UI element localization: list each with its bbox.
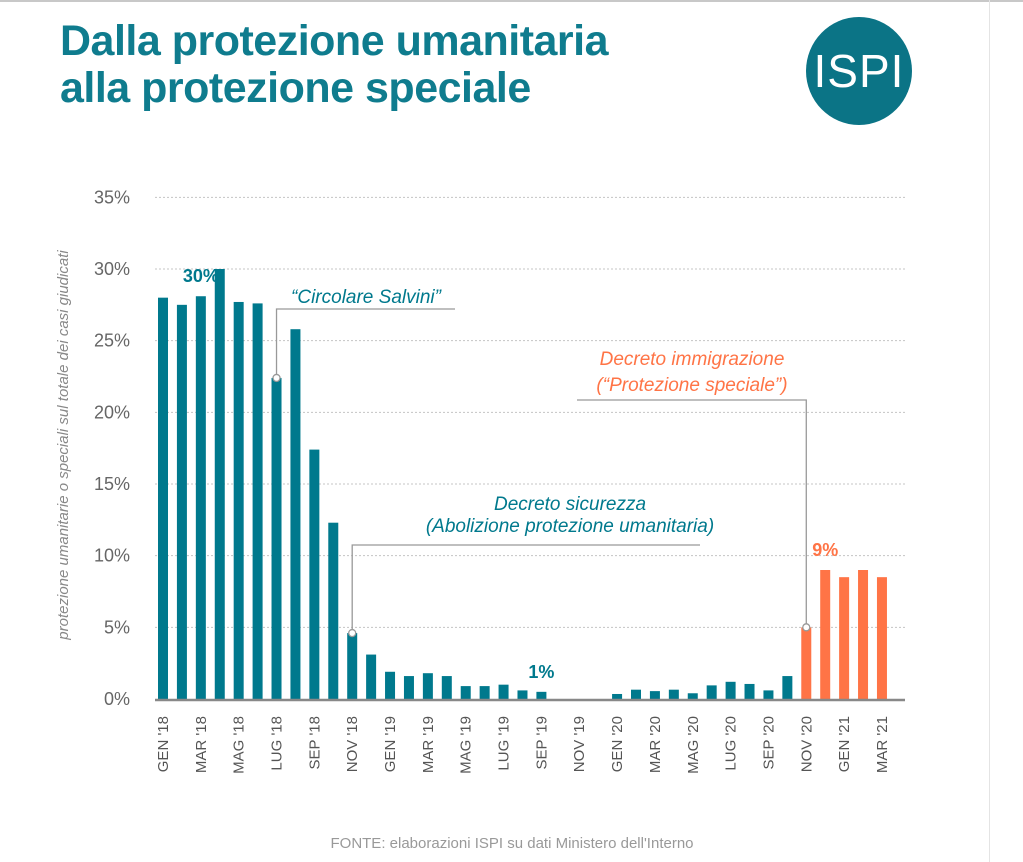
y-tick-label: 15% xyxy=(94,474,130,494)
bar xyxy=(366,654,377,699)
right-border xyxy=(989,0,990,862)
title-line-2: alla protezione speciale xyxy=(60,64,531,112)
x-tick-label: MAG '18 xyxy=(231,716,248,774)
bar xyxy=(668,689,679,699)
bar xyxy=(214,269,225,699)
grid-lines xyxy=(155,196,905,628)
bar xyxy=(782,676,793,699)
bar xyxy=(158,297,168,699)
x-tick-label: LUG '19 xyxy=(496,716,513,771)
x-tick-label: MAR '19 xyxy=(420,716,437,773)
bar xyxy=(479,686,490,699)
page-title: Dalla protezione umanitaria alla protezio… xyxy=(60,17,609,112)
annotation-leader-line xyxy=(577,399,807,628)
bar xyxy=(176,304,187,699)
bar xyxy=(876,577,887,699)
annotation-marker xyxy=(802,623,811,632)
y-tick-label: 5% xyxy=(104,617,130,637)
bar xyxy=(706,685,717,699)
bar xyxy=(536,691,547,699)
x-tick-label: LUG '18 xyxy=(269,716,286,771)
bar xyxy=(403,676,414,699)
top-border xyxy=(0,0,1023,2)
y-tick-label: 0% xyxy=(104,689,130,709)
bar xyxy=(252,303,263,699)
y-axis-label: protezione umanitarie o speciali sul tot… xyxy=(55,250,72,641)
data-label: 9% xyxy=(812,540,838,560)
x-tick-label: GEN '21 xyxy=(836,716,853,772)
x-tick-label: MAR '20 xyxy=(647,716,664,773)
bar xyxy=(290,329,301,699)
x-tick-label: SEP '19 xyxy=(533,716,550,769)
bar xyxy=(725,681,736,699)
bar xyxy=(858,570,869,699)
x-tick-label: GEN '19 xyxy=(382,716,399,772)
x-tick-label: NOV '20 xyxy=(798,716,815,772)
y-tick-labels: 0% 5% 10% 15% 20% 25% 30% 35% xyxy=(94,187,130,709)
bars xyxy=(158,269,887,699)
annotation-text: Decreto sicurezza xyxy=(494,494,646,515)
y-tick-label: 35% xyxy=(94,187,130,207)
x-tick-label: NOV '19 xyxy=(571,716,588,772)
bar xyxy=(498,684,509,699)
bar xyxy=(801,627,812,699)
x-tick-label: GEN '20 xyxy=(609,716,626,772)
bar xyxy=(744,683,755,699)
y-tick-label: 10% xyxy=(94,546,130,566)
annotation-marker xyxy=(348,628,357,638)
x-tick-label: MAR '18 xyxy=(193,716,210,773)
annotation-text: (Abolizione protezione umanitaria) xyxy=(426,516,714,537)
source-note: FONTE: elaborazioni ISPI su dati Ministe… xyxy=(330,835,693,852)
bar xyxy=(309,449,320,699)
annotations: “Circolare Salvini” Decreto sicurezza(Abo… xyxy=(275,287,807,634)
bar xyxy=(233,301,244,699)
annotation-text: (“Protezione speciale”) xyxy=(596,375,787,396)
bar xyxy=(649,691,660,699)
x-tick-label: MAG '19 xyxy=(458,716,475,774)
title-line-1: Dalla protezione umanitaria xyxy=(60,17,609,65)
y-tick-label: 25% xyxy=(94,331,130,351)
x-tick-label: NOV '18 xyxy=(344,716,361,772)
bar xyxy=(839,577,850,699)
bar xyxy=(612,693,623,699)
annotation-leader-line xyxy=(275,308,455,378)
y-tick-label: 20% xyxy=(94,402,130,422)
x-tick-label: LUG '20 xyxy=(723,716,740,771)
bar xyxy=(441,676,452,699)
y-tick-label: 30% xyxy=(94,259,130,279)
bar xyxy=(195,296,206,699)
annotation-text: Decreto immigrazione xyxy=(600,349,785,370)
data-label: 1% xyxy=(528,662,554,682)
bar xyxy=(763,690,774,699)
bar xyxy=(385,671,396,699)
bar xyxy=(687,693,698,699)
ispi-logo: ISPI xyxy=(806,17,912,125)
annotation-marker xyxy=(272,373,281,383)
bar xyxy=(631,689,641,699)
data-label: 30% xyxy=(183,266,219,286)
annotation-leader-line xyxy=(351,544,700,634)
bar xyxy=(328,522,339,699)
x-tick-label: SEP '20 xyxy=(760,716,777,769)
logo-text: ISPI xyxy=(813,45,905,97)
x-tick-label: SEP '18 xyxy=(306,716,323,769)
bar xyxy=(422,673,433,699)
data-labels: 30% 1% 9% xyxy=(183,266,838,682)
x-tick-label: MAR '21 xyxy=(874,716,891,773)
bar xyxy=(460,686,471,699)
bar xyxy=(347,633,358,699)
bar xyxy=(271,377,282,699)
x-tick-label: MAG '20 xyxy=(685,716,702,774)
x-tick-labels: GEN '18 MAR '18 MAG '18 LUG '18 SEP '18 NOV '… xyxy=(155,716,891,774)
x-tick-label: GEN '18 xyxy=(155,716,172,772)
annotation-text: “Circolare Salvini” xyxy=(291,287,443,308)
bar xyxy=(517,690,528,699)
bar xyxy=(820,570,831,699)
